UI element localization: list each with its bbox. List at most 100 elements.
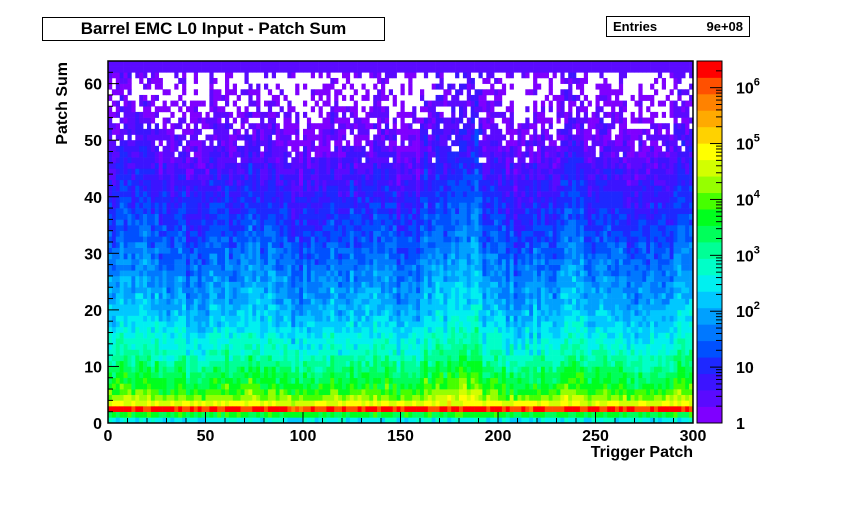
heatmap-cell <box>147 298 152 305</box>
heatmap-cell <box>236 230 241 237</box>
heatmap-cell <box>373 196 378 203</box>
heatmap-cell <box>392 394 397 401</box>
heatmap-cell <box>232 309 237 316</box>
heatmap-cell <box>267 292 273 299</box>
heatmap-cell <box>139 332 144 339</box>
heatmap-cell <box>306 219 312 226</box>
heatmap-cell <box>388 72 393 79</box>
heatmap-cell <box>209 366 214 373</box>
heatmap-cell <box>283 343 288 350</box>
heatmap-cell <box>271 400 276 407</box>
heatmap-cell <box>135 264 140 271</box>
heatmap-cell <box>158 355 163 362</box>
heatmap-cell <box>361 66 366 73</box>
heatmap-cell <box>392 236 397 243</box>
heatmap-cell <box>186 179 191 186</box>
heatmap-cell <box>228 162 234 169</box>
heatmap-cell <box>131 253 136 260</box>
heatmap-cell <box>408 157 413 164</box>
heatmap-cell <box>217 394 222 401</box>
heatmap-cell <box>342 383 347 390</box>
heatmap-cell <box>228 383 234 390</box>
heatmap-cell <box>349 157 354 164</box>
heatmap-cell <box>139 162 144 169</box>
heatmap-cell <box>228 134 234 141</box>
heatmap-cell <box>135 151 140 158</box>
heatmap-cell <box>412 61 417 67</box>
heatmap-cell <box>326 83 331 90</box>
heatmap-cell <box>131 321 136 328</box>
heatmap-cell <box>334 185 339 192</box>
heatmap-cell <box>330 332 335 339</box>
heatmap-cell <box>361 270 366 277</box>
heatmap-cell <box>232 383 237 390</box>
heatmap-cell <box>334 179 339 186</box>
heatmap-cell <box>264 134 269 141</box>
heatmap-cell <box>158 372 163 379</box>
heatmap-cell <box>400 253 405 260</box>
heatmap-cell <box>357 185 362 192</box>
heatmap-cell <box>412 321 417 328</box>
heatmap-cell <box>260 253 265 260</box>
heatmap-cell <box>349 321 354 328</box>
heatmap-cell <box>264 230 269 237</box>
heatmap-cell <box>392 219 397 226</box>
heatmap-cell <box>357 258 362 265</box>
heatmap-cell <box>178 332 183 339</box>
heatmap-cell <box>158 258 163 265</box>
heatmap-cell <box>135 123 140 130</box>
heatmap-cell <box>322 355 327 362</box>
heatmap-cell <box>225 394 230 401</box>
heatmap-cell <box>228 377 234 384</box>
heatmap-cell <box>423 411 429 418</box>
heatmap-cell <box>119 225 124 231</box>
heatmap-cell <box>334 258 339 265</box>
heatmap-cell <box>361 332 366 339</box>
heatmap-cell <box>377 219 382 226</box>
heatmap-cell <box>240 366 245 373</box>
heatmap-cell <box>267 230 273 237</box>
heatmap-cell <box>357 389 362 396</box>
heatmap-cell <box>256 230 261 237</box>
heatmap-cell <box>310 309 315 316</box>
heatmap-cell <box>431 372 436 379</box>
heatmap-cell <box>420 66 425 73</box>
heatmap-cell <box>408 145 413 152</box>
heatmap-cell <box>334 230 339 237</box>
heatmap-cell <box>228 89 234 96</box>
heatmap-cell <box>209 287 214 294</box>
heatmap-cell <box>404 258 409 265</box>
heatmap-cell <box>189 168 195 175</box>
heatmap-cell <box>314 100 319 107</box>
heatmap-cell <box>373 349 378 356</box>
heatmap-cell <box>236 304 241 311</box>
heatmap-cell <box>396 157 401 164</box>
heatmap-cell <box>248 168 253 175</box>
heatmap-cell <box>373 343 378 350</box>
heatmap-cell <box>228 185 234 192</box>
heatmap-cell <box>283 236 288 243</box>
heatmap-cell <box>147 196 152 203</box>
heatmap-cell <box>248 366 253 373</box>
heatmap-cell <box>108 275 113 282</box>
heatmap-cell <box>373 366 378 373</box>
heatmap-cell <box>338 258 343 265</box>
heatmap-cell <box>275 275 280 282</box>
heatmap-cell <box>147 258 152 265</box>
heatmap-cell <box>240 174 245 181</box>
heatmap-cell <box>201 275 206 282</box>
heatmap-cell <box>131 66 136 73</box>
heatmap-cell <box>322 349 327 356</box>
heatmap-cell <box>373 394 378 401</box>
heatmap-cell <box>392 349 397 356</box>
heatmap-cell <box>154 343 159 350</box>
heatmap-cell <box>310 185 315 192</box>
heatmap-cell <box>334 394 339 401</box>
heatmap-cell <box>244 140 249 147</box>
heatmap-cell <box>209 140 214 147</box>
heatmap-cell <box>388 372 393 379</box>
heatmap-cell <box>174 225 179 231</box>
heatmap-cell <box>439 389 444 396</box>
heatmap-cell <box>256 400 261 407</box>
heatmap-cell <box>150 338 156 345</box>
